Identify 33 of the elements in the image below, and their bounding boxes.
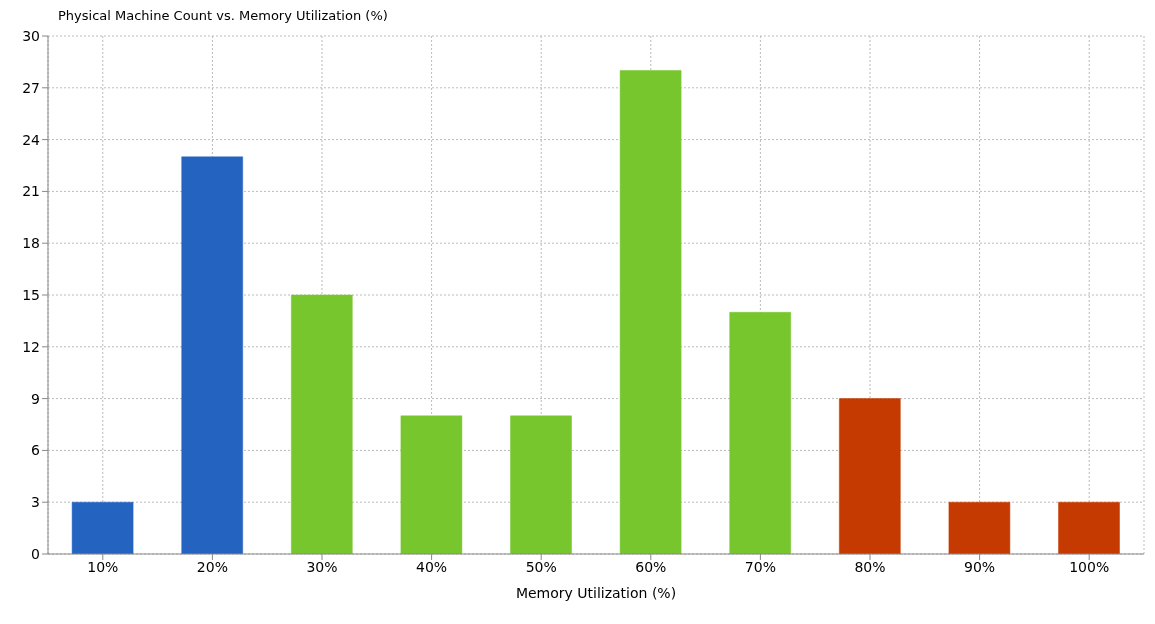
- bar: [181, 156, 243, 554]
- x-tick-label: 30%: [306, 558, 338, 575]
- x-tick-label: 90%: [964, 558, 996, 575]
- y-tick-label: 21: [22, 183, 40, 200]
- x-tick-label: 40%: [416, 558, 448, 575]
- y-tick-label: 18: [22, 235, 40, 252]
- x-tick-label: 50%: [525, 558, 557, 575]
- bar: [948, 501, 1011, 554]
- x-tick-label: 100%: [1069, 558, 1110, 575]
- x-tick-label: 80%: [854, 558, 886, 575]
- y-tick-label: 0: [31, 545, 40, 562]
- y-tick-label: 15: [22, 286, 40, 303]
- bar: [619, 70, 682, 554]
- x-axis-title: Memory Utilization (%): [515, 585, 677, 601]
- y-tick-label: 3: [31, 494, 40, 511]
- bar: [1058, 501, 1120, 554]
- y-tick-label: 9: [31, 390, 40, 407]
- y-tick-label: 6: [31, 442, 41, 459]
- bar: [839, 398, 901, 554]
- bar: [729, 312, 791, 554]
- chart-title: Physical Machine Count vs. Memory Utilization (%): [58, 8, 389, 25]
- x-tick-label: 70%: [744, 558, 776, 575]
- bar: [510, 415, 572, 554]
- x-tick-label: 60%: [635, 558, 667, 575]
- y-tick-label: 12: [22, 338, 40, 355]
- x-tick-label: 20%: [196, 558, 228, 575]
- x-tick-label: 10%: [87, 558, 119, 575]
- y-tick-label: 30: [22, 27, 40, 44]
- bar: [71, 501, 134, 554]
- y-tick-label: 24: [22, 131, 41, 148]
- bar: [291, 294, 353, 554]
- bar: [400, 415, 463, 554]
- y-tick-label: 27: [22, 79, 40, 96]
